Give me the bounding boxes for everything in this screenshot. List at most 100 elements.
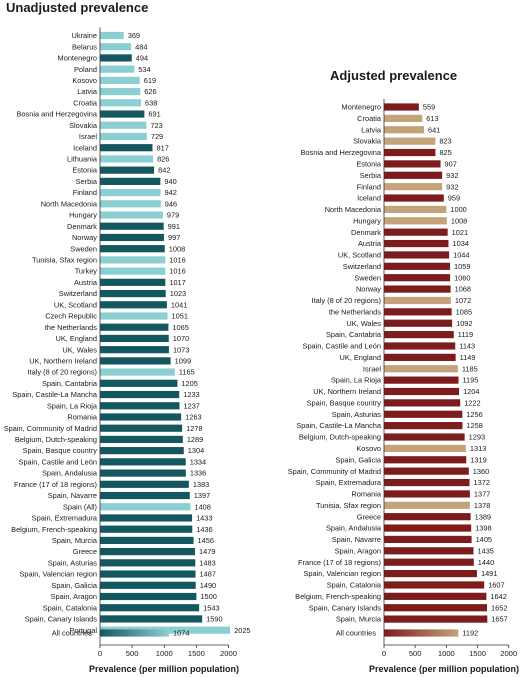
bar [100, 65, 135, 73]
bar [100, 155, 154, 163]
category-label: Ukraine [72, 31, 97, 40]
bar [384, 353, 456, 361]
bar [100, 54, 132, 62]
bar [384, 501, 470, 509]
bar [100, 357, 171, 365]
bar [384, 513, 471, 521]
data-label: 1433 [196, 514, 212, 523]
bar [384, 251, 450, 259]
data-label: 1483 [199, 558, 215, 567]
bar [100, 323, 169, 331]
category-label: Hungary [353, 216, 381, 225]
bar [100, 222, 164, 230]
bar [100, 256, 166, 264]
data-label: 1278 [186, 424, 202, 433]
data-label: 940 [164, 177, 176, 186]
category-label: UK, Scotland [338, 251, 381, 260]
category-label: Spain, Castile-La Mancha [296, 421, 382, 430]
bar [100, 604, 200, 612]
data-label: 1072 [455, 296, 471, 305]
category-label: Belgium, Dutch-speaking [15, 435, 97, 444]
data-label: 1204 [463, 387, 479, 396]
data-label: 1073 [173, 345, 189, 354]
data-label: 932 [446, 182, 458, 191]
bar [384, 114, 423, 122]
data-label: 1456 [198, 536, 214, 545]
category-label: Spain, Galicia [335, 455, 381, 464]
data-label: 534 [138, 65, 150, 74]
data-label: 942 [165, 188, 177, 197]
data-label: 1590 [206, 615, 222, 624]
bar [384, 285, 451, 293]
data-label: 1479 [199, 547, 215, 556]
category-label: Estonia [72, 166, 98, 175]
bar [384, 103, 419, 111]
bar [100, 88, 141, 96]
category-label: Tunisia, Sfax region [316, 501, 381, 510]
bar [100, 278, 166, 286]
bar [100, 166, 155, 174]
category-label: France (17 of 18 regions) [298, 558, 381, 567]
bar [384, 478, 470, 487]
data-label: 1008 [169, 244, 185, 253]
bar [384, 569, 477, 578]
data-label: 494 [136, 54, 148, 63]
data-label: 825 [439, 148, 451, 157]
bar [384, 126, 424, 134]
bar [384, 228, 448, 236]
category-label: Latvia [77, 87, 98, 96]
data-label: 1143 [459, 342, 475, 351]
category-label: Montenegro [342, 103, 381, 112]
category-label: Tunisia, Sfax region [32, 256, 97, 265]
data-label: 1304 [188, 446, 204, 455]
category-label: Spain, Canary Islands [25, 615, 98, 624]
category-label: UK, England [340, 353, 382, 362]
bar [100, 536, 194, 544]
summary-value: 1192 [462, 629, 478, 638]
bar [384, 148, 436, 157]
category-label: Hungary [69, 211, 97, 220]
category-label: Israel [79, 132, 97, 141]
data-label: 1068 [455, 285, 471, 294]
bar [384, 547, 474, 555]
data-label: 1092 [456, 319, 472, 328]
data-label: 484 [135, 42, 147, 51]
category-label: Spain, Valencian region [19, 570, 97, 579]
data-label: 823 [439, 137, 451, 146]
bar [100, 491, 190, 500]
data-label: 1237 [183, 401, 199, 410]
category-label: UK, Northern Ireland [313, 387, 381, 396]
bar [100, 548, 196, 556]
bar [100, 177, 161, 185]
bar [384, 205, 447, 214]
data-label: 1500 [200, 592, 216, 601]
bar [384, 387, 460, 396]
bar [384, 444, 466, 452]
bar [384, 581, 485, 589]
bar [100, 334, 169, 343]
data-label: 1607 [488, 581, 504, 590]
data-label: 817 [156, 143, 168, 152]
x-tick-label: 500 [126, 649, 139, 658]
category-label: Spain, Cantabria [42, 379, 98, 388]
chart-title: Adjusted prevalence [330, 68, 457, 83]
data-label: 1059 [454, 262, 470, 271]
category-label: Spain (All) [63, 502, 97, 511]
data-label: 626 [144, 87, 156, 96]
x-tick-label: 1000 [438, 649, 455, 658]
data-label: 1195 [463, 376, 479, 385]
bar [100, 132, 147, 141]
category-label: UK, Wales [62, 345, 97, 354]
summary-label: All countries [52, 629, 93, 638]
data-label: 842 [158, 166, 170, 175]
category-label: Italy (8 of 20 regions) [312, 296, 381, 305]
bar [100, 144, 153, 152]
data-label: 1149 [460, 353, 476, 362]
bar [100, 76, 140, 84]
data-label: 1165 [179, 368, 195, 377]
bar [100, 581, 196, 589]
category-label: France (17 of 18 regions) [14, 480, 97, 489]
category-label: Spain, Aragon [335, 546, 381, 555]
category-label: Spain, Murcia [336, 615, 382, 624]
